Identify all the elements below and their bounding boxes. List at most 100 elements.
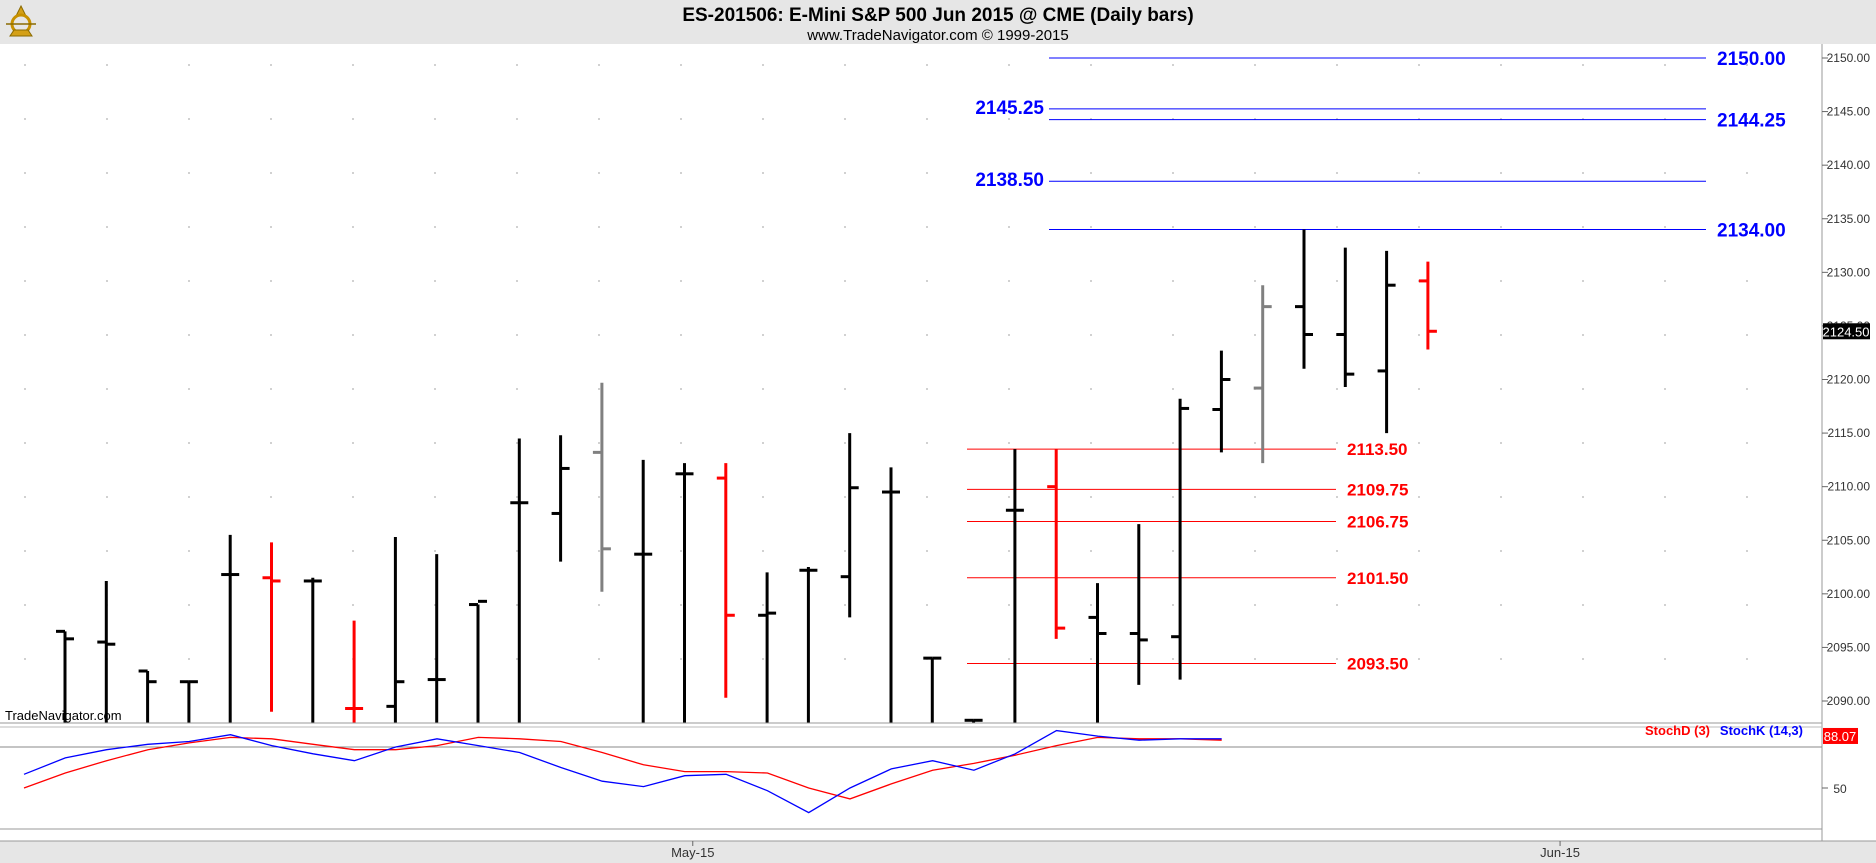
grid-dot	[1336, 442, 1338, 444]
y-tick-label: 2090.00	[1827, 694, 1871, 708]
grid-dot	[844, 442, 846, 444]
ohlc-bar	[1418, 261, 1437, 350]
grid-dot	[1090, 442, 1092, 444]
grid-dot	[24, 226, 26, 228]
grid-dot	[1582, 226, 1584, 228]
watermark-text: TradeNavigator.com	[5, 708, 122, 723]
grid-dot	[1336, 550, 1338, 552]
ohlc-bar	[221, 534, 240, 723]
grid-dot	[188, 118, 190, 120]
stoch-last-value: 88.07	[1824, 729, 1857, 744]
grid-dot	[844, 280, 846, 282]
grid-dot	[1746, 118, 1748, 120]
price-axis	[1822, 44, 1876, 841]
grid-dot	[762, 172, 764, 174]
grid-dot	[1336, 280, 1338, 282]
grid-dot	[1582, 388, 1584, 390]
grid-dot	[1336, 226, 1338, 228]
grid-dot	[844, 658, 846, 660]
grid-dot	[1336, 604, 1338, 606]
ohlc-bar	[262, 542, 281, 712]
ohlc-bar	[551, 435, 570, 562]
grid-dot	[680, 388, 682, 390]
grid-dot	[1090, 280, 1092, 282]
grid-dot	[680, 658, 682, 660]
grid-dot	[1500, 334, 1502, 336]
grid-dot	[106, 226, 108, 228]
grid-dot	[926, 388, 928, 390]
grid-dot	[680, 604, 682, 606]
grid-dot	[1664, 550, 1666, 552]
grid-dot	[1336, 496, 1338, 498]
grid-dot	[516, 280, 518, 282]
grid-dot	[1254, 172, 1256, 174]
grid-dot	[1008, 334, 1010, 336]
grid-dot	[1008, 658, 1010, 660]
grid-dot	[1008, 550, 1010, 552]
grid-dot	[598, 118, 600, 120]
grid-dot	[844, 334, 846, 336]
y-tick-label: 2135.00	[1827, 212, 1871, 226]
grid-dot	[926, 604, 928, 606]
grid-dot	[270, 388, 272, 390]
grid-dot	[926, 550, 928, 552]
grid-dot	[762, 496, 764, 498]
grid-dot	[762, 280, 764, 282]
grid-dot	[844, 172, 846, 174]
grid-dot	[188, 64, 190, 66]
grid-dot	[24, 442, 26, 444]
grid-dot	[106, 118, 108, 120]
grid-dot	[1090, 172, 1092, 174]
ohlc-bar	[97, 580, 116, 723]
grid-dot	[106, 64, 108, 66]
ohlc-bar	[1171, 398, 1190, 680]
grid-dot	[1418, 442, 1420, 444]
grid-dot	[1172, 658, 1174, 660]
support-label: 2106.75	[1347, 512, 1408, 531]
ohlc-bar	[1295, 229, 1313, 369]
grid-dot	[188, 658, 190, 660]
ohlc-bars	[56, 229, 1437, 723]
grid-dot	[270, 118, 272, 120]
grid-dot	[680, 496, 682, 498]
grid-dot	[188, 604, 190, 606]
grid-dot	[24, 604, 26, 606]
grid-dot	[1418, 172, 1420, 174]
stoch-last-badge: 88.07	[1823, 727, 1858, 744]
grid-dot	[926, 334, 928, 336]
grid-dot	[1582, 172, 1584, 174]
grid-dot	[1418, 64, 1420, 66]
y-tick-label: 2140.00	[1827, 158, 1871, 172]
last-price-label: 2124.50	[1823, 324, 1870, 339]
grid-dot	[1172, 496, 1174, 498]
grid-dot	[1500, 388, 1502, 390]
grid-dot	[680, 442, 682, 444]
ohlc-bar	[1336, 247, 1355, 388]
grid-dot	[1336, 172, 1338, 174]
tradenavigator-logo-icon[interactable]	[2, 2, 40, 40]
grid-dot	[516, 334, 518, 336]
grid-dot	[762, 550, 764, 552]
grid-dot	[1254, 442, 1256, 444]
grid-dot	[1418, 334, 1420, 336]
grid-dot	[1746, 172, 1748, 174]
grid-dot	[680, 172, 682, 174]
resistance-label: 2145.25	[975, 98, 1044, 119]
grid-dot	[1746, 280, 1748, 282]
grid-dot	[106, 334, 108, 336]
grid-dot	[1008, 388, 1010, 390]
grid-dot	[352, 118, 354, 120]
grid-dot	[516, 604, 518, 606]
grid-dot	[1254, 226, 1256, 228]
grid-dot	[24, 496, 26, 498]
support-label: 2113.50	[1347, 440, 1408, 459]
grid-dot	[270, 496, 272, 498]
ohlc-bar	[427, 554, 446, 723]
grid-dot	[1664, 442, 1666, 444]
grid-dot	[762, 64, 764, 66]
grid-dot	[24, 550, 26, 552]
stochastic-panel: 50	[0, 729, 1847, 814]
ohlc-bar	[675, 463, 694, 723]
grid-dot	[1254, 658, 1256, 660]
grid-dot	[598, 442, 600, 444]
